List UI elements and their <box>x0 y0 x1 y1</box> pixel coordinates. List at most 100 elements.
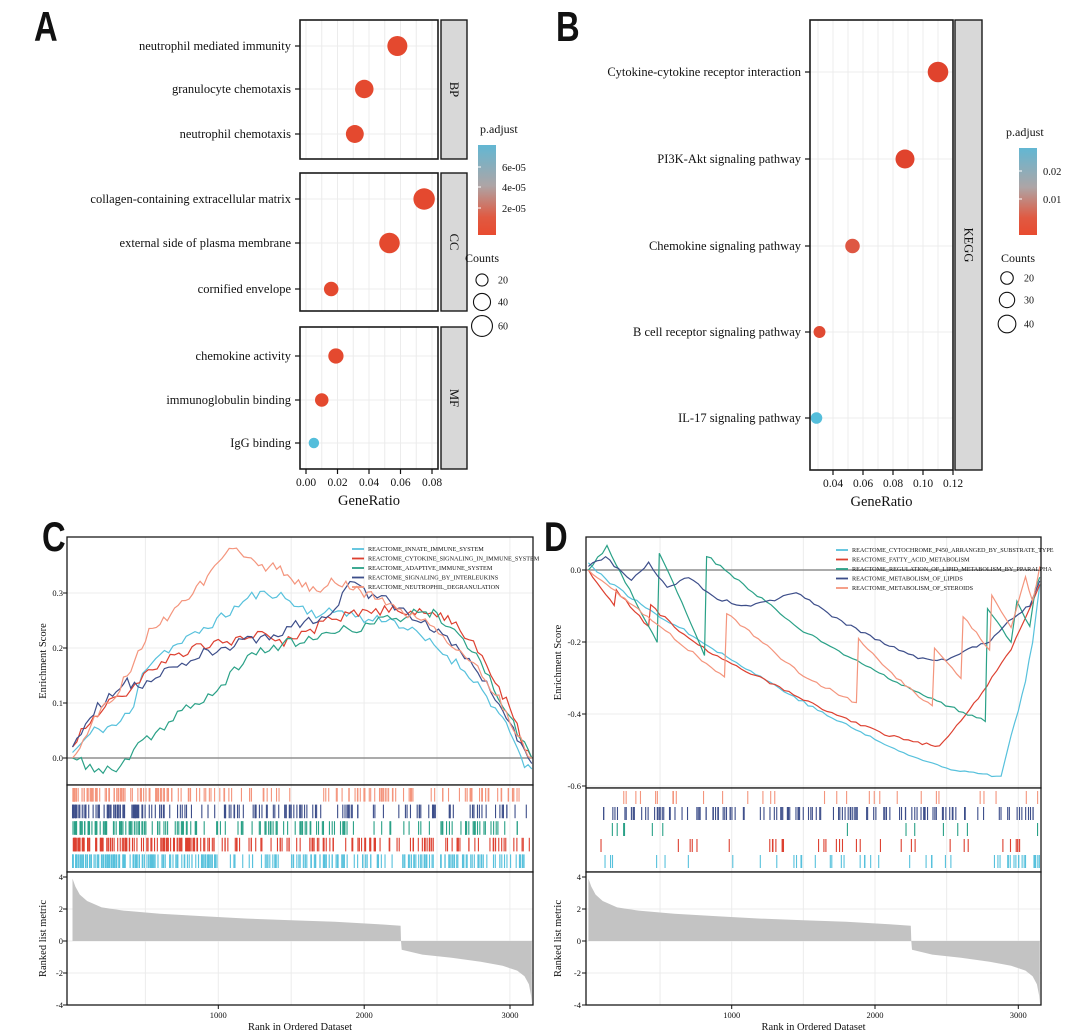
enrichment-dot <box>895 149 915 169</box>
padjust-tick-label: 2e-05 <box>502 204 526 215</box>
padjust-colorbar <box>1019 148 1037 235</box>
x-axis-title: Rank in Ordered Dataset <box>761 1022 865 1033</box>
rug-bg <box>586 788 1041 872</box>
enrichment-score-panel: 0.3 0.2 0.1 0.0 Enrichment Score <box>38 536 534 786</box>
legend-series-label: REACTOME_METABOLISM_OF_LIPIDS <box>852 576 963 583</box>
hit-rug-panel <box>585 787 1042 873</box>
es-y-axis-title: Enrichment Score <box>38 623 49 699</box>
counts-legend-label: 20 <box>1024 274 1034 285</box>
facet-BP: neutrophil mediated immunity granulocyte … <box>139 19 468 160</box>
es-y-tick-label: 0.0 <box>52 753 63 763</box>
enrichment-dot <box>355 79 374 99</box>
rug-row-4 <box>604 855 1040 868</box>
legend-padjust-title: p.adjust <box>1006 125 1044 139</box>
es-curve-REACTOME_METABOLISM_OF_LIPIDS <box>588 555 1041 662</box>
legend-series-label: REACTOME_METABOLISM_OF_STEROIDS <box>852 585 974 592</box>
series-legend: REACTOME_CYTOCHROME_P450_ARRANGED_BY_SUB… <box>836 547 1054 592</box>
panel-label-b: B <box>556 3 580 50</box>
term-label: Cytokine-cytokine receptor interaction <box>607 65 801 79</box>
term-label: Chemokine signaling pathway <box>649 239 802 253</box>
es-curve-REACTOME_NEUTROPHIL_DEGRANULATION <box>72 547 532 759</box>
rug-row-4 <box>72 854 525 868</box>
es-curve-REACTOME_CYTOCHROME_P450_ARRANGED_BY_SUBSTRATE_TYPE <box>587 562 1041 778</box>
term-label: chemokine activity <box>196 349 292 363</box>
x-tick-label: 1000 <box>210 1010 227 1020</box>
facet-strip-label: KEGG <box>962 228 976 263</box>
legend-padjust: p.adjust 6e-05 4e-05 2e-05 <box>478 122 526 235</box>
panel-label-a: A <box>34 3 58 50</box>
x-tick-label: 0.08 <box>422 477 442 489</box>
enrichment-dot <box>379 232 400 254</box>
legend-counts: Counts 20 40 60 <box>465 251 508 338</box>
enrichment-dot <box>308 437 320 449</box>
legend-series-label: REACTOME_CYTOCHROME_P450_ARRANGED_BY_SUB… <box>852 547 1054 554</box>
ranked-metric-area <box>588 878 1040 1004</box>
legend-counts-title: Counts <box>465 251 499 265</box>
es-curve-REACTOME_CYTOKINE_SIGNALING_IN_IMMUNE_SYSTEM <box>72 604 533 759</box>
ranked-y-tick-label: -2 <box>56 968 63 978</box>
facet-KEGG: Cytokine-cytokine receptor interaction PI… <box>607 19 983 471</box>
legend-padjust: p.adjust 0.02 0.01 <box>1006 125 1061 235</box>
es-bg <box>586 537 1041 788</box>
x-tick-label: 1000 <box>723 1010 740 1020</box>
panel-label-d: D <box>544 513 568 560</box>
facet-strip <box>440 19 468 160</box>
enrichment-dot <box>845 238 860 254</box>
padjust-tick-label: 4e-05 <box>502 183 526 194</box>
term-label: neutrophil mediated immunity <box>139 39 292 53</box>
es-curve-REACTOME_FATTY_ACID_METABOLISM <box>587 569 1041 748</box>
ranked-metric-area <box>72 878 532 1004</box>
ranked-border <box>585 871 1042 1006</box>
ranked-y-tick-label: 4 <box>577 872 582 882</box>
counts-legend-label: 60 <box>498 322 508 333</box>
rug-row-3 <box>72 837 530 852</box>
term-label: granulocyte chemotaxis <box>172 82 291 96</box>
facet-strip <box>440 326 468 470</box>
legend-counts-title: Counts <box>1001 251 1035 265</box>
x-tick-label: 3000 <box>502 1010 519 1020</box>
term-label: external side of plasma membrane <box>120 236 292 250</box>
rug-row-3 <box>600 839 1021 852</box>
term-label: PI3K-Akt signaling pathway <box>657 152 801 166</box>
padjust-tick-label: 0.02 <box>1043 167 1061 178</box>
enrichment-score-panel: 0.0 -0.2 -0.4 -0.6 Enrichment Score <box>553 536 1042 791</box>
x-axis: 0.00 0.02 0.04 0.06 0.08 GeneRatio <box>296 469 442 509</box>
legend-series-label: REACTOME_INNATE_IMMUNE_SYSTEM <box>368 546 484 553</box>
facet-panel-border <box>299 172 439 312</box>
rug-row-0 <box>72 788 520 802</box>
x-tick-label: 3000 <box>1010 1010 1027 1020</box>
ranked-y-tick-label: 0 <box>577 936 581 946</box>
facet-strip-label: MF <box>447 389 461 407</box>
rug-row-2 <box>72 821 518 835</box>
counts-legend-label: 40 <box>1024 320 1034 331</box>
x-tick-label: 0.10 <box>913 478 933 490</box>
rug-row-1 <box>603 807 1034 820</box>
es-curves <box>587 544 1041 778</box>
facet-panel-border <box>299 19 439 160</box>
x-axis: 1000 2000 3000 Rank in Ordered Dataset <box>723 1005 1027 1033</box>
panel-a-dotplot: neutrophil mediated immunity granulocyte … <box>90 19 526 509</box>
counts-legend-circle <box>470 314 494 338</box>
ranked-y-tick-label: -4 <box>56 1000 64 1010</box>
enrichment-dot <box>413 188 435 210</box>
ranked-y-tick-label: -4 <box>574 1000 582 1010</box>
facet-strip <box>954 19 983 471</box>
enrichment-dot <box>813 326 826 338</box>
counts-legend-circle <box>475 273 489 287</box>
panel-c-gsea: 0.3 0.2 0.1 0.0 Enrichment Score REACTOME_INN… <box>38 536 540 1033</box>
term-label: neutrophil chemotaxis <box>180 127 292 141</box>
ranked-y-tick-label: 2 <box>59 904 63 914</box>
panel-b-dotplot: Cytokine-cytokine receptor interaction PI… <box>607 19 1061 510</box>
facet-strip-label: BP <box>447 82 461 97</box>
x-axis-title: GeneRatio <box>338 493 400 509</box>
counts-legend-circle <box>1000 271 1014 285</box>
facet-panel-border <box>809 19 954 471</box>
es-bg <box>67 537 533 785</box>
es-y-tick-label: 0.1 <box>52 698 63 708</box>
padjust-colorbar <box>478 145 496 235</box>
x-tick-label: 0.02 <box>327 477 347 489</box>
padjust-tick-label: 0.01 <box>1043 195 1061 206</box>
term-label: IgG binding <box>230 436 292 450</box>
counts-legend-circle <box>998 291 1016 309</box>
